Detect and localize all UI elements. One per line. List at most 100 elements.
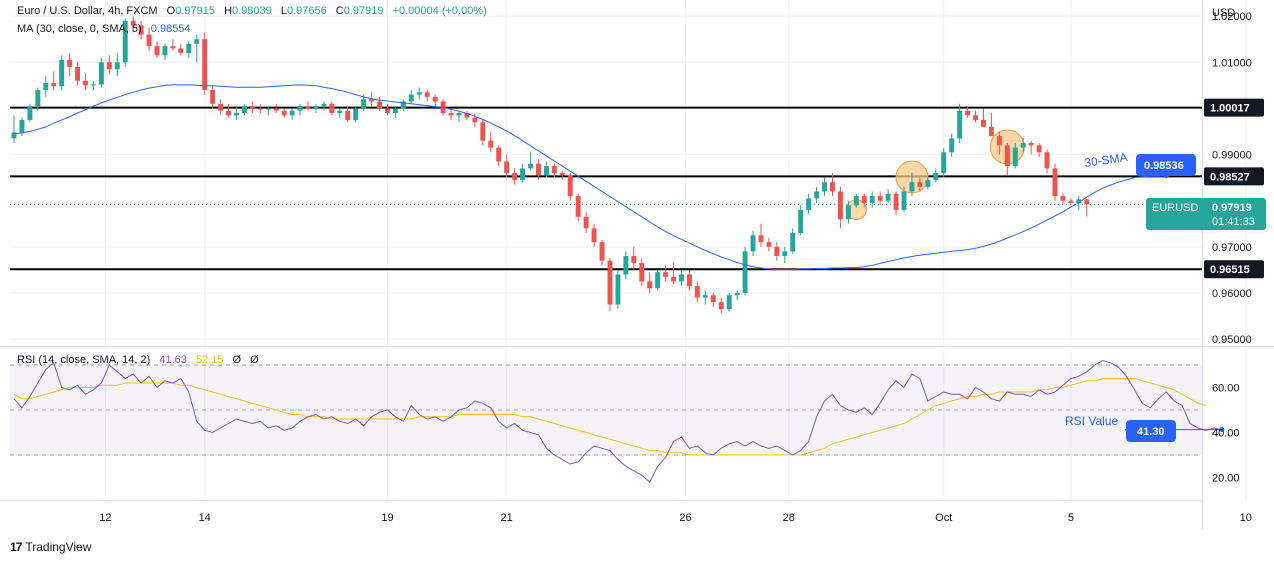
candle-body bbox=[925, 179, 931, 187]
close-label: C bbox=[335, 5, 344, 17]
chart-header: Euro / U.S. Dollar, 4h, FXCM O0.97915 H0… bbox=[17, 5, 487, 17]
candle-body bbox=[226, 110, 231, 116]
rsi-ma-value: 52.15 bbox=[195, 354, 224, 366]
candle-body bbox=[1036, 145, 1042, 153]
candle-body bbox=[814, 191, 820, 199]
rsi-label: RSI (14, close, SMA, 14, 2) bbox=[17, 354, 151, 366]
candle-body bbox=[11, 132, 17, 139]
candle-body bbox=[504, 161, 510, 173]
candle-body bbox=[981, 119, 986, 127]
candle-body bbox=[75, 66, 81, 81]
candle-body bbox=[559, 173, 565, 176]
candle-body bbox=[845, 205, 851, 220]
candle-body bbox=[774, 246, 780, 257]
candle-body bbox=[114, 62, 120, 70]
candle-body bbox=[448, 113, 454, 116]
close-value: 0.97919 bbox=[343, 5, 384, 17]
candle-body bbox=[893, 193, 899, 210]
candle-body bbox=[27, 106, 33, 120]
time-axis-tick: 5 bbox=[1068, 512, 1074, 524]
symbol-title[interactable]: Euro / U.S. Dollar, 4h, FXCM bbox=[17, 5, 158, 17]
footer-brand[interactable]: ⁠17 TradingView bbox=[10, 540, 91, 554]
rsi-legend[interactable]: RSI (14, close, SMA, 14, 2) 41.63 52.15 … bbox=[17, 354, 259, 366]
axes: 1.02000 1.01000 0.99000 0.97000 0.96000 0.950… bbox=[99, 7, 1252, 524]
time-axis-tick: 28 bbox=[783, 512, 795, 524]
candle-body bbox=[1012, 147, 1018, 167]
low-value: 0.97656 bbox=[286, 5, 327, 17]
candle-body bbox=[51, 83, 57, 87]
candle-body bbox=[988, 126, 994, 137]
candle-body bbox=[138, 25, 144, 35]
candle-body bbox=[90, 84, 96, 86]
ma-legend[interactable]: MA (30, close, 0, SMA, 5) 0.98554 bbox=[17, 23, 191, 35]
candle-body bbox=[758, 235, 764, 243]
candle-body bbox=[162, 46, 168, 56]
candles[interactable] bbox=[11, 16, 1090, 314]
candle-body bbox=[1052, 168, 1058, 197]
candle-body bbox=[1076, 199, 1082, 203]
high-label: H bbox=[224, 5, 233, 17]
candle-body bbox=[265, 108, 271, 110]
price-axis-tick: 0.99000 bbox=[1212, 150, 1252, 162]
candle-body bbox=[686, 274, 692, 287]
candle-body bbox=[98, 62, 104, 85]
change-value: +0.00004 (+0.00%) bbox=[392, 5, 487, 17]
candle-body bbox=[257, 108, 263, 110]
candle-body bbox=[623, 256, 629, 275]
candle-body bbox=[353, 108, 359, 120]
price-axis-tick: 0.97000 bbox=[1212, 242, 1252, 254]
candle-body bbox=[186, 43, 192, 54]
candle-body bbox=[671, 276, 677, 282]
rsi-line bbox=[13, 359, 1222, 483]
candle-body bbox=[400, 101, 406, 109]
candle-body bbox=[416, 92, 422, 95]
candle-body bbox=[909, 182, 915, 192]
candle-body bbox=[782, 251, 788, 257]
price-tag-value: 0.97919 bbox=[1212, 202, 1252, 214]
candle-body bbox=[949, 138, 955, 153]
candle-body bbox=[1044, 152, 1050, 169]
candle-body bbox=[917, 182, 923, 187]
rsi-axis-tick: 60.00 bbox=[1212, 383, 1240, 395]
candle-body bbox=[432, 96, 438, 102]
candle-body bbox=[1020, 143, 1026, 148]
candle-body bbox=[35, 89, 41, 107]
time-axis-tick: Oct bbox=[935, 512, 952, 524]
candle-body bbox=[901, 191, 907, 210]
candle-body bbox=[615, 274, 621, 305]
candle-body bbox=[520, 168, 526, 180]
candle-body bbox=[973, 115, 978, 120]
candle-body bbox=[535, 163, 541, 176]
candle-body bbox=[178, 48, 184, 54]
rsi-tag bbox=[1126, 420, 1176, 442]
candle-body bbox=[106, 62, 112, 70]
ma-label: MA (30, close, 0, SMA, 5) bbox=[17, 23, 142, 35]
time-axis-tick: 10 bbox=[1240, 512, 1252, 524]
candle-body bbox=[631, 256, 637, 263]
candle-body bbox=[933, 173, 939, 180]
candle-body bbox=[488, 140, 494, 148]
candle-body bbox=[853, 196, 859, 206]
candle-body bbox=[607, 260, 613, 305]
candle-body bbox=[297, 106, 303, 111]
candle-body bbox=[551, 166, 557, 173]
price-tag-time: 01:41:33 bbox=[1212, 216, 1255, 228]
candle-body bbox=[710, 295, 716, 303]
high-value: 0.98039 bbox=[232, 5, 272, 17]
candle-body bbox=[639, 262, 645, 282]
candle-body bbox=[249, 106, 255, 109]
level-tag bbox=[1204, 98, 1264, 117]
currency-label: USD bbox=[1212, 7, 1235, 19]
level-tag bbox=[1204, 260, 1264, 279]
candle-body bbox=[655, 272, 661, 289]
candle-body bbox=[694, 286, 700, 298]
sma-annotation-label: 30-SMA bbox=[1083, 150, 1128, 170]
candle-body bbox=[146, 34, 152, 47]
candle-body bbox=[877, 196, 883, 201]
candle-body bbox=[154, 46, 160, 56]
rsi-value: 41.63 bbox=[159, 354, 187, 366]
candle-body bbox=[408, 94, 414, 102]
low-label: L bbox=[280, 5, 287, 17]
